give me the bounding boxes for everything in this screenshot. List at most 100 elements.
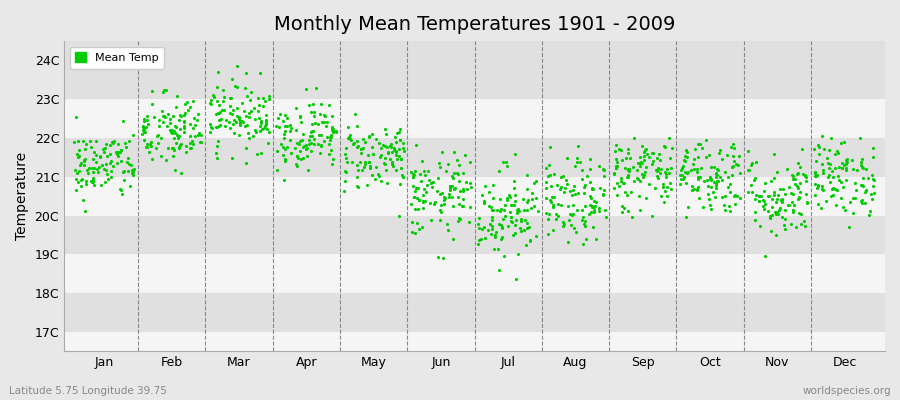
Point [689,169,704,175]
Point [88,159,103,165]
Point [868,177,882,184]
Point [652,165,666,171]
Point [825,185,840,192]
Point [496,207,510,214]
Point [510,207,525,213]
Point [655,184,670,190]
Point [529,195,544,202]
Point [356,164,371,170]
Point [694,164,708,171]
Point [840,160,854,166]
Point [373,140,387,146]
Point [476,224,491,230]
Point [149,133,164,140]
Point [800,199,814,205]
Point [364,144,379,150]
Point [254,150,268,156]
Point [418,189,433,195]
Point [104,167,118,174]
Point [451,194,465,200]
Point [238,123,253,130]
Point [210,124,224,130]
Point [591,205,606,211]
Point [687,166,701,172]
Point [362,133,376,140]
Point [770,196,784,203]
Point [514,217,528,224]
Point [390,129,404,136]
Point [211,69,225,76]
Point [114,147,129,153]
Point [168,167,183,173]
Point [137,118,151,124]
Point [151,132,166,138]
Point [308,120,322,126]
Point [507,201,521,208]
Point [79,181,94,187]
Point [824,178,838,185]
Point [176,118,191,124]
Point [223,95,238,102]
Point [374,154,388,161]
Point [508,276,523,282]
Point [662,135,677,141]
Point [176,129,191,135]
Point [73,162,87,168]
Point [284,125,299,132]
Point [568,162,582,169]
Point [767,189,781,195]
Point [835,164,850,171]
Point [474,226,489,232]
Point [206,92,220,99]
Point [113,146,128,153]
Point [690,176,705,182]
Point [97,166,112,172]
Point [799,177,814,184]
Point [863,208,878,214]
Point [721,184,735,190]
Point [588,206,602,213]
Point [582,179,597,185]
Point [812,144,826,151]
Point [124,169,139,176]
Point [321,140,336,147]
Point [177,100,192,107]
Point [446,169,461,176]
Point [362,158,376,165]
Point [861,175,876,182]
Point [821,160,835,167]
Point [306,100,320,107]
Point [563,211,578,218]
Point [212,108,227,115]
Point [100,153,114,159]
Point [523,237,537,244]
Point [172,145,186,151]
Point [421,168,436,174]
Point [764,196,778,202]
Point [447,186,462,192]
Point [584,195,598,201]
Point [540,216,554,222]
Point [839,167,853,173]
Point [212,122,226,129]
Point [787,207,801,214]
Point [490,206,504,213]
Point [161,145,176,151]
Point [167,128,182,134]
Point [389,139,403,146]
Point [436,255,451,261]
Point [636,157,651,163]
Point [484,223,499,229]
Point [854,182,868,188]
Point [812,150,826,157]
Point [422,176,436,183]
Point [731,162,745,168]
Point [505,219,519,225]
Point [172,133,186,140]
Point [708,171,723,178]
Point [438,168,453,174]
Point [212,102,227,108]
Point [678,158,692,164]
Point [384,148,399,155]
Point [219,117,233,124]
